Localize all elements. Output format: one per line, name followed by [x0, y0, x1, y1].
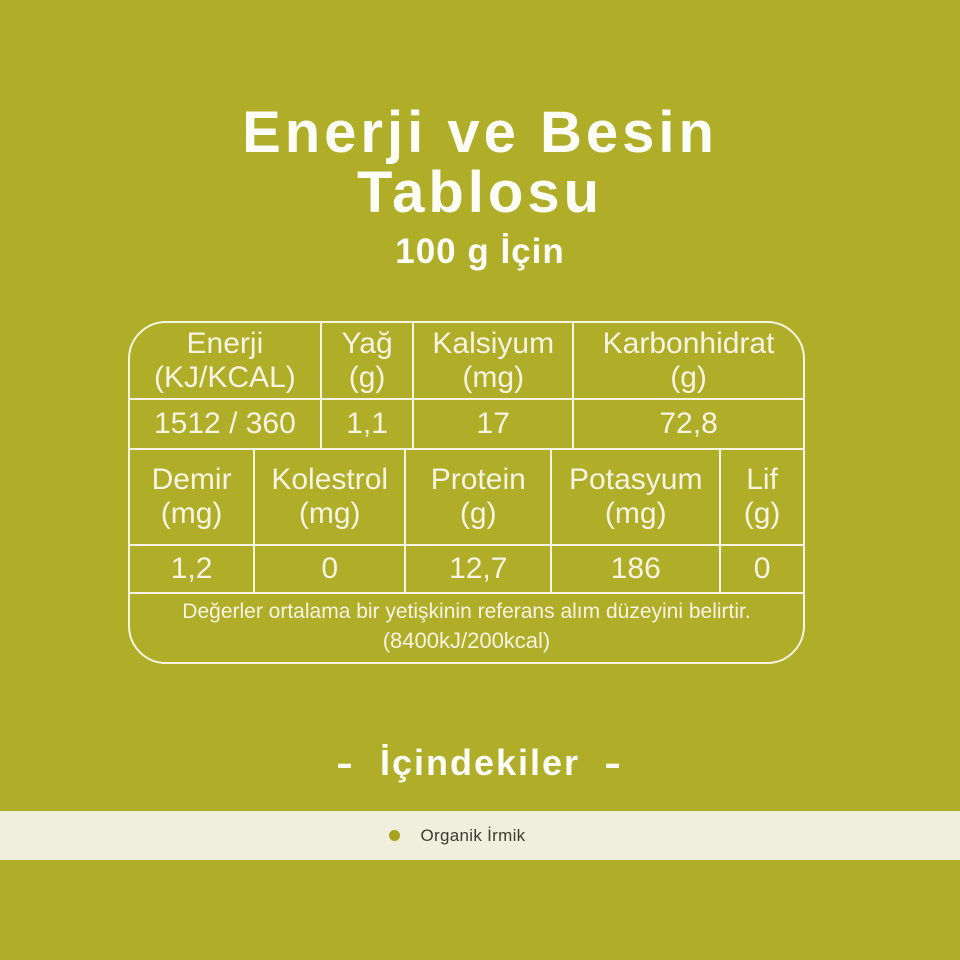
header-unit: (mg)	[462, 360, 525, 394]
header-cell-potasyum: Potasyum (mg)	[552, 450, 722, 544]
header-unit: (g)	[743, 497, 781, 530]
value-cell-karbonhidrat: 72,8	[659, 407, 718, 440]
header-cell-lif: Lif (g)	[721, 450, 803, 544]
header-label: Kolestrol	[271, 463, 389, 496]
header-unit: (g)	[459, 497, 497, 530]
footnote-line2: (8400kJ/200kcal)	[382, 628, 551, 653]
ingredients-heading: - İçindekiler -	[0, 742, 960, 784]
footnote-line1: Değerler ortalama bir yetişkinin referan…	[182, 600, 751, 623]
header-unit: (mg)	[604, 497, 667, 530]
header-cell-kalsiyum: Kalsiyum (mg)	[414, 323, 575, 398]
ingredient-label: Organik İrmik	[420, 825, 526, 845]
header-label: Protein	[430, 463, 526, 496]
value-cell-kalsiyum: 17	[414, 400, 575, 448]
header-unit: (g)	[670, 360, 707, 394]
table-value-row-2: 1,2 0 12,7 186 0	[130, 546, 803, 594]
header-label: Kalsiyum	[432, 326, 555, 360]
value-cell-potasyum: 186	[552, 546, 722, 592]
page-title-line1: Enerji ve Besin	[242, 100, 718, 165]
table-footnote: Değerler ortalama bir yetişkinin referan…	[130, 594, 803, 662]
table-value-row-1: 1512 / 360 1,1 17 72,8	[130, 400, 803, 450]
header-cell-karbonhidrat: Karbonhidrat (g)	[574, 323, 803, 398]
ingredients-heading-label: İçindekiler	[379, 742, 581, 783]
heading-dash-left: -	[336, 742, 356, 783]
title-block: Enerji ve Besin Tablosu 100 g İçin	[0, 103, 960, 272]
header-unit: (mg)	[160, 497, 223, 530]
value-cell-demir: 1,2	[130, 546, 256, 592]
header-cell-demir: Demir (mg)	[130, 450, 256, 544]
ingredient-strip: Organik İrmik	[0, 811, 960, 860]
table-header-row-2: Demir (mg) Kolestrol (mg) Protein (g) Po…	[130, 450, 803, 546]
value-cell-protein: 12,7	[406, 546, 553, 592]
table-header-row-1: Enerji (KJ/KCAL) Yağ (g) Kalsiyum (mg) K…	[130, 323, 803, 400]
heading-dash-right: -	[604, 742, 624, 783]
value-cell-kolestrol: 0	[255, 546, 407, 592]
list-item: Organik İrmik	[388, 825, 526, 846]
header-label: Lif	[746, 463, 778, 496]
header-unit: (KJ/KCAL)	[154, 360, 296, 394]
header-label: Yağ	[341, 326, 393, 360]
header-unit: (mg)	[298, 497, 361, 530]
header-cell-yag: Yağ (g)	[322, 323, 415, 398]
header-cell-enerji: Enerji (KJ/KCAL)	[130, 323, 322, 398]
page-title-line2: Tablosu	[356, 160, 604, 225]
value-cell-lif: 0	[753, 552, 771, 585]
header-label: Enerji	[186, 326, 264, 360]
bullet-icon	[388, 830, 400, 841]
value-cell-yag: 1,1	[322, 400, 415, 448]
header-cell-kolestrol: Kolestrol (mg)	[255, 450, 407, 544]
header-label: Potasyum	[569, 463, 703, 496]
serving-subtitle: 100 g İçin	[395, 232, 565, 271]
header-unit: (g)	[348, 360, 386, 394]
value-cell-enerji: 1512 / 360	[130, 400, 322, 448]
header-label: Demir	[151, 463, 232, 496]
nutrition-table: Enerji (KJ/KCAL) Yağ (g) Kalsiyum (mg) K…	[128, 321, 805, 664]
header-label: Karbonhidrat	[602, 326, 775, 360]
header-cell-protein: Protein (g)	[406, 450, 553, 544]
